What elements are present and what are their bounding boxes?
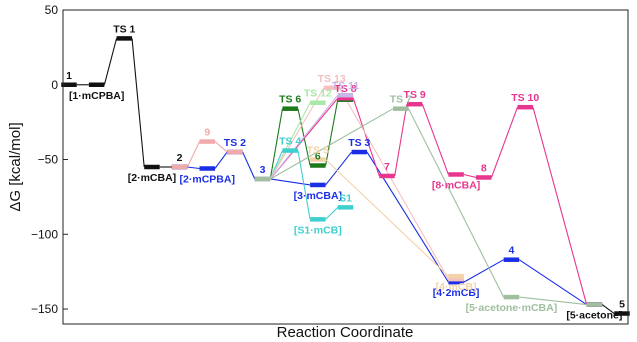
connector-line — [325, 99, 339, 166]
level-label: TS 2 — [224, 137, 246, 149]
connector-line — [325, 151, 353, 186]
connector-line — [214, 141, 228, 153]
connector-line — [421, 104, 449, 175]
level-label: 9 — [204, 127, 210, 139]
level-label: 4 — [508, 245, 514, 257]
level-label: S1 — [339, 192, 352, 204]
y-tick-label: −150 — [31, 302, 58, 316]
level-label: [3·mCBA] — [294, 190, 342, 202]
y-tick-label: −100 — [31, 227, 58, 241]
connector-line — [187, 166, 200, 170]
connector-line — [463, 259, 504, 283]
axes — [62, 9, 629, 325]
level-label: TS 3 — [348, 137, 370, 149]
level-label: [4·2mCB] — [433, 287, 480, 299]
connector-line — [242, 151, 256, 180]
level-label: 7 — [384, 161, 390, 173]
x-axis-title: Reaction Coordinate — [277, 324, 414, 341]
connector-line — [103, 38, 118, 85]
level-label: TS 4 — [279, 136, 301, 148]
level-label: TS 13 — [318, 73, 346, 85]
connector-line — [269, 102, 311, 180]
connector-line — [532, 107, 588, 305]
plot-frame — [62, 9, 629, 325]
level-label: [1·mCPBA] — [69, 90, 124, 102]
level-label: TS 10 — [511, 92, 539, 104]
connector-line — [131, 38, 145, 168]
connector-line — [519, 296, 587, 306]
level-label: 1 — [66, 70, 72, 82]
level-label: TS 8 — [334, 83, 356, 95]
connector-line — [338, 87, 449, 280]
connector-line — [352, 98, 380, 177]
connector-line — [269, 94, 339, 180]
level-label: [2·mCPBA] — [180, 173, 235, 185]
y-axis-title: ΔG [kcal/mol] — [7, 122, 24, 211]
connector-line — [186, 141, 201, 168]
connector-line — [601, 304, 615, 314]
connector-line — [463, 173, 477, 179]
level-label: [5·acetone] — [566, 310, 622, 322]
y-tick-label: −50 — [38, 153, 59, 167]
level-label: TS 12 — [304, 88, 332, 100]
y-ticks: 50 0 −50 −100 −150 — [31, 3, 68, 316]
level-label: 3 — [260, 164, 266, 176]
y-tick-label: 50 — [45, 3, 59, 17]
level-label: TS 5 — [307, 145, 329, 157]
level-label: TS 6 — [279, 94, 301, 106]
energy-levels — [61, 36, 630, 316]
level-label: [2·mCBA] — [128, 172, 176, 184]
y-tick-label: 0 — [51, 78, 58, 92]
level-label: 6 — [315, 151, 321, 163]
connector-line — [408, 108, 505, 298]
level-label: TS 9 — [404, 89, 426, 101]
connector-line — [366, 151, 449, 283]
level-label: [5·acetone·mCBA] — [466, 302, 558, 314]
level-label: [8·mCBA] — [432, 179, 480, 191]
level-label: TS 11 — [332, 80, 360, 92]
connector-line — [394, 104, 408, 177]
level-label: 5 — [619, 299, 625, 311]
level-label: TS 1 — [113, 23, 135, 35]
connector-line — [518, 259, 587, 306]
connector-line — [325, 206, 339, 220]
level-label: [S1·mCB] — [294, 224, 342, 236]
connector-line — [214, 151, 228, 169]
connector-line — [270, 108, 394, 180]
connector-line — [325, 159, 449, 277]
connector-line — [490, 106, 518, 178]
level-label: 8 — [481, 162, 487, 174]
connector-line — [269, 108, 283, 180]
level-label: [4·mCB] — [436, 281, 477, 293]
level-label: 2 — [177, 152, 183, 164]
level-label: TS 7 — [390, 94, 412, 106]
level-labels: 1 [1·mCPBA] TS 1 [2·mCBA]2 [5·acetone]5 [2·mC… — [66, 23, 625, 321]
